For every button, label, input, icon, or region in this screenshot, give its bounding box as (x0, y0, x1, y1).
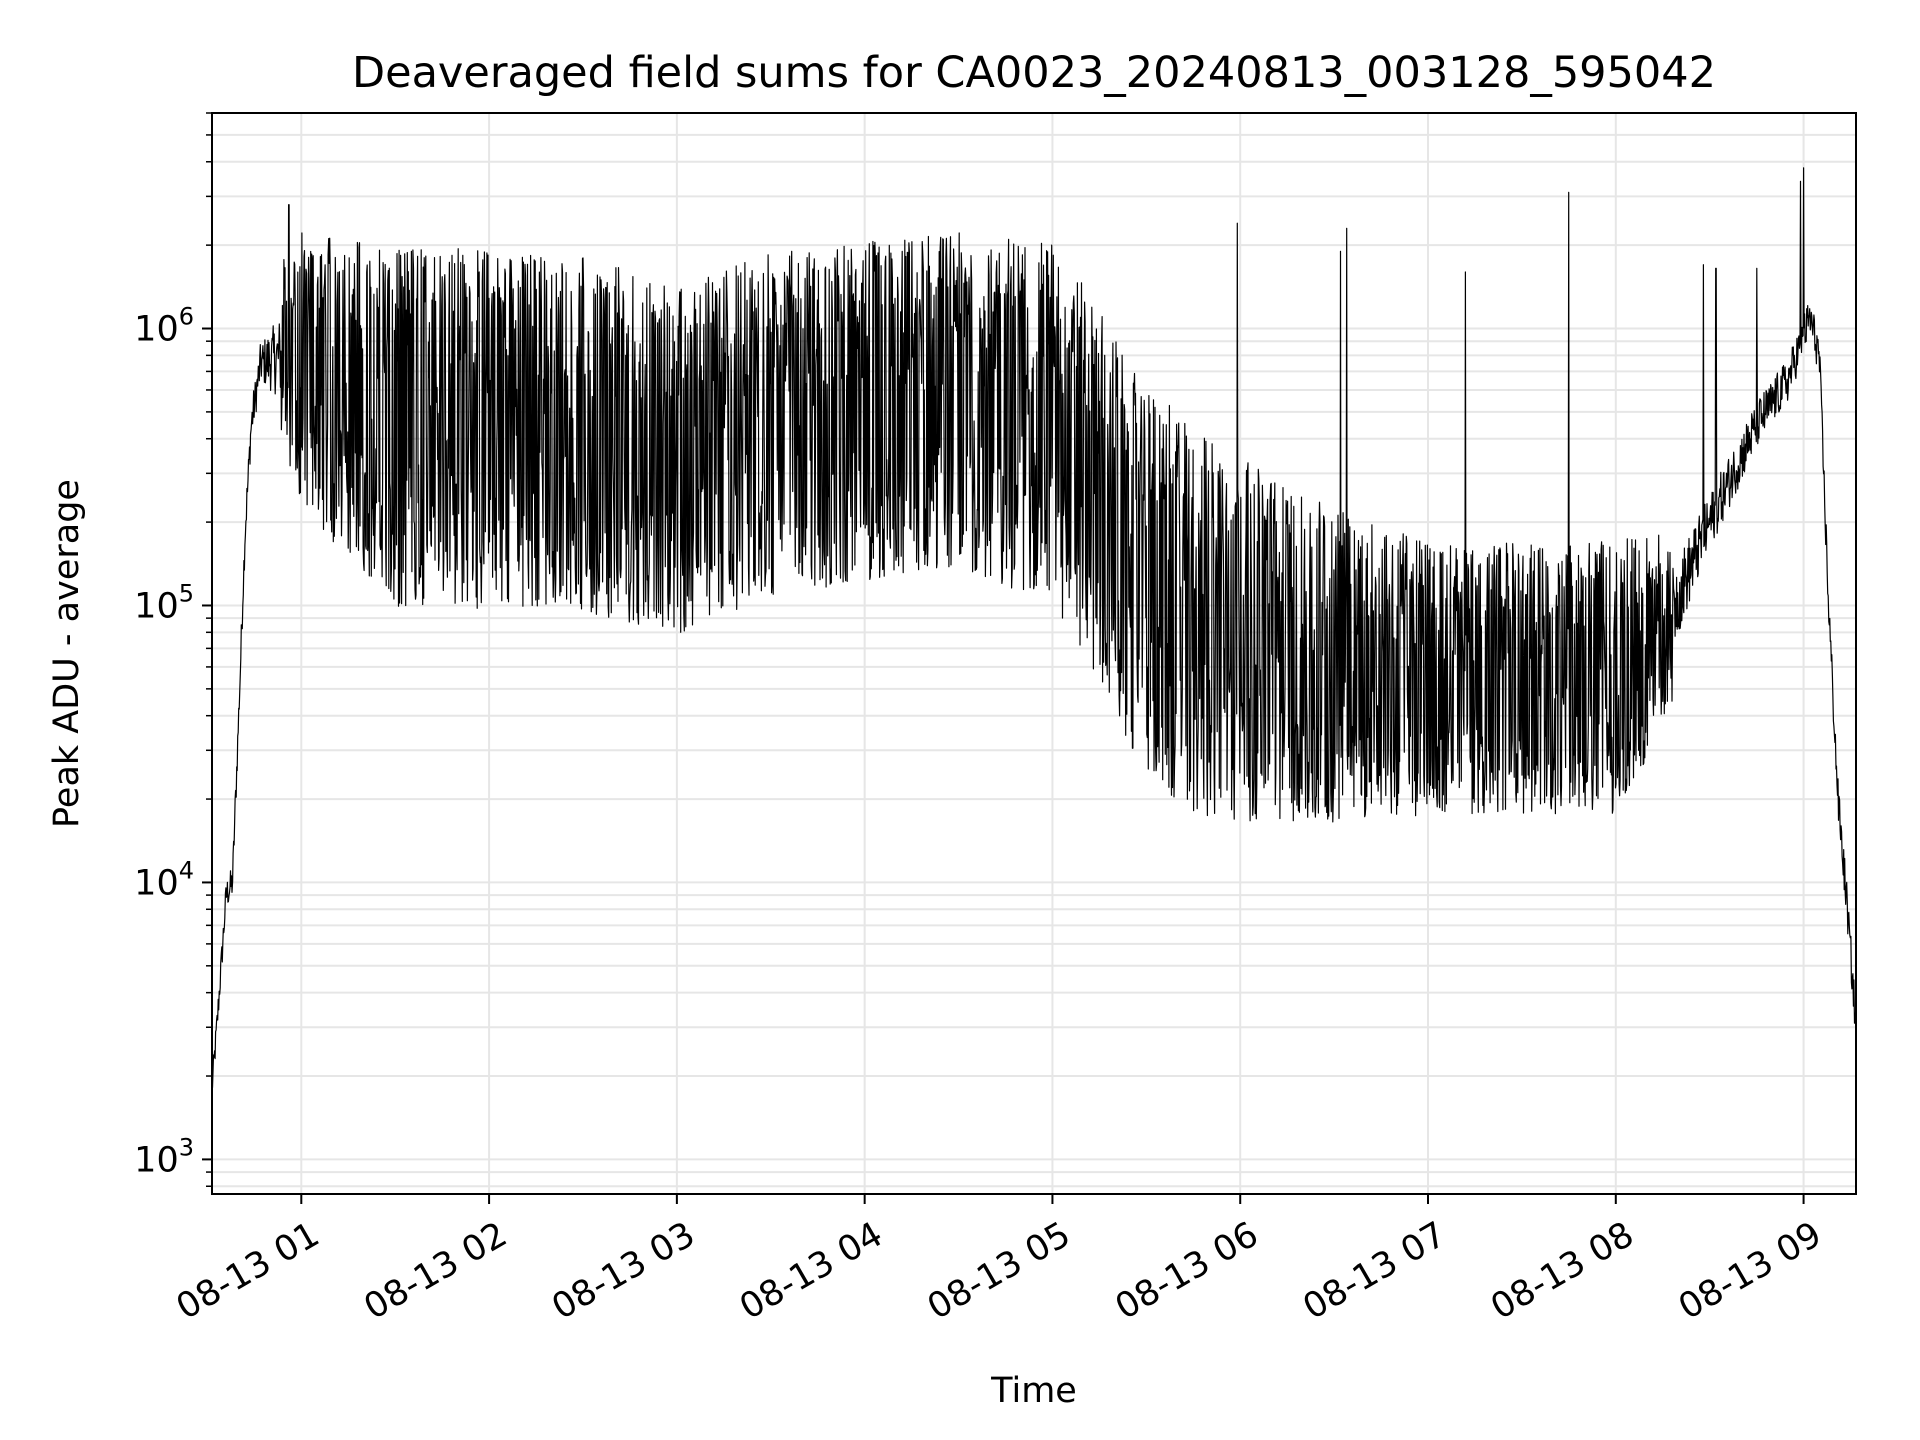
y-tick-label: 105 (134, 579, 194, 626)
x-axis-label: Time (990, 1371, 1077, 1411)
y-tick-label: 106 (134, 303, 194, 350)
chart-title: Deaveraged field sums for CA0023_2024081… (352, 48, 1716, 98)
y-tick-label: 104 (134, 856, 194, 903)
y-axis-label: Peak ADU - average (47, 479, 87, 828)
plot-frame (211, 112, 1857, 1195)
y-tick-label: 103 (134, 1133, 194, 1180)
series-line (211, 167, 1857, 1089)
series-layer (211, 167, 1857, 1089)
